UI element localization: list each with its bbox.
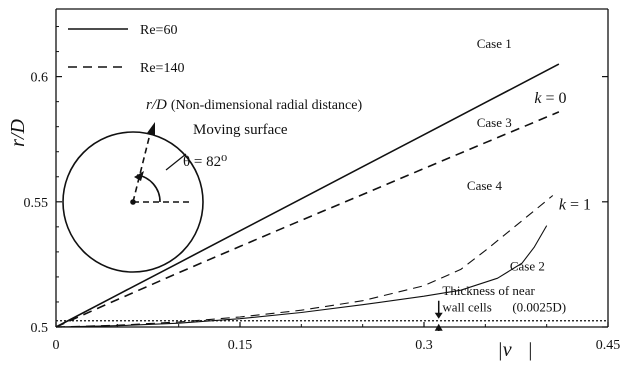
annotation-label: Case 1	[477, 36, 512, 51]
surface-leader	[165, 153, 187, 171]
x-tick-label: 0	[53, 338, 60, 353]
radial-arrow-head	[147, 122, 155, 135]
y-tick-label: 0.6	[31, 71, 49, 86]
annotation-label: k = 0	[534, 90, 566, 107]
surface-label: Moving surface	[193, 122, 288, 138]
arrow-up-head	[434, 323, 443, 331]
x-ticks: 0 0.15 0.3 0.45	[53, 322, 621, 353]
surface-circle	[62, 131, 204, 273]
y-tick-label: 0.55	[24, 196, 49, 211]
series-case-4	[55, 195, 554, 328]
inset-diagram: r/D (Non-dimensional radial distance) Movi…	[62, 97, 362, 273]
axes	[55, 8, 609, 328]
annotation-label: Case 3	[477, 115, 512, 130]
series-case-2	[55, 225, 548, 328]
annotation-value: = 1	[570, 196, 591, 213]
y-axis-label: r/D	[7, 119, 29, 147]
y-ticks: 0.5 0.55 0.6	[24, 26, 608, 336]
thickness-arrows	[434, 300, 443, 331]
annotation-label: Case 4	[467, 178, 503, 193]
annotation-value: = 0	[546, 90, 567, 107]
legend: Re=60 Re=140	[68, 23, 184, 76]
annotation-label: Thickness of near	[442, 283, 535, 298]
radial-label-var: r/D	[146, 97, 167, 113]
x-tick-label: 0.15	[228, 338, 253, 353]
series-group	[55, 63, 560, 328]
x-tick-label: 0.45	[596, 338, 621, 353]
arrow-down-head	[434, 312, 443, 319]
annotation-label: Case 2	[510, 258, 545, 273]
radial-label: r/D (Non-dimensional radial distance)	[146, 97, 362, 113]
legend-label: Re=60	[140, 23, 177, 38]
radial-line	[132, 129, 152, 203]
series-case-1	[55, 63, 560, 328]
legend-label: Re=140	[140, 61, 184, 76]
annotation-var: k	[559, 196, 570, 213]
x-axis-label: |v⃗|	[497, 339, 532, 361]
annotation-var: k	[534, 90, 545, 107]
angle-label: θ = 82⁰	[183, 154, 227, 170]
angle-arc-head	[134, 171, 144, 181]
annotation-label: (0.0025D)	[512, 299, 566, 314]
annotation-label: wall cells	[442, 299, 491, 314]
y-tick-label: 0.5	[31, 321, 49, 336]
x-tick-label: 0.3	[415, 338, 433, 353]
annotation-label: k = 1	[559, 196, 591, 213]
radial-label-note: (Non-dimensional radial distance)	[171, 98, 363, 113]
series-case-3	[55, 111, 560, 328]
